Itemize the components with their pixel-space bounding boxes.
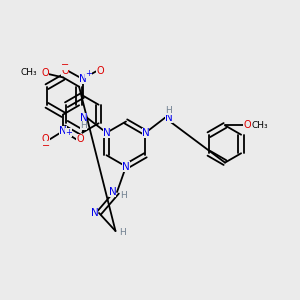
- Text: N: N: [122, 161, 130, 172]
- Text: +: +: [85, 69, 92, 78]
- Text: H: H: [120, 191, 127, 200]
- Text: CH₃: CH₃: [251, 121, 268, 130]
- Text: H: H: [119, 228, 125, 237]
- Text: +: +: [65, 128, 72, 137]
- Text: −: −: [61, 60, 69, 70]
- Text: N: N: [80, 113, 87, 123]
- Text: O: O: [42, 134, 50, 145]
- Text: O: O: [61, 66, 69, 76]
- Text: N: N: [91, 208, 98, 218]
- Text: H: H: [80, 121, 87, 130]
- Text: CH₃: CH₃: [21, 68, 38, 77]
- Text: O: O: [96, 66, 104, 76]
- Text: −: −: [41, 141, 50, 151]
- Text: O: O: [41, 68, 49, 78]
- Text: N: N: [142, 128, 149, 138]
- Text: N: N: [165, 113, 172, 123]
- Text: N: N: [59, 126, 67, 136]
- Text: N: N: [103, 128, 110, 138]
- Text: O: O: [76, 134, 84, 145]
- Text: O: O: [243, 120, 251, 130]
- Text: N: N: [109, 187, 116, 197]
- Text: H: H: [165, 106, 172, 115]
- Text: N: N: [79, 74, 86, 84]
